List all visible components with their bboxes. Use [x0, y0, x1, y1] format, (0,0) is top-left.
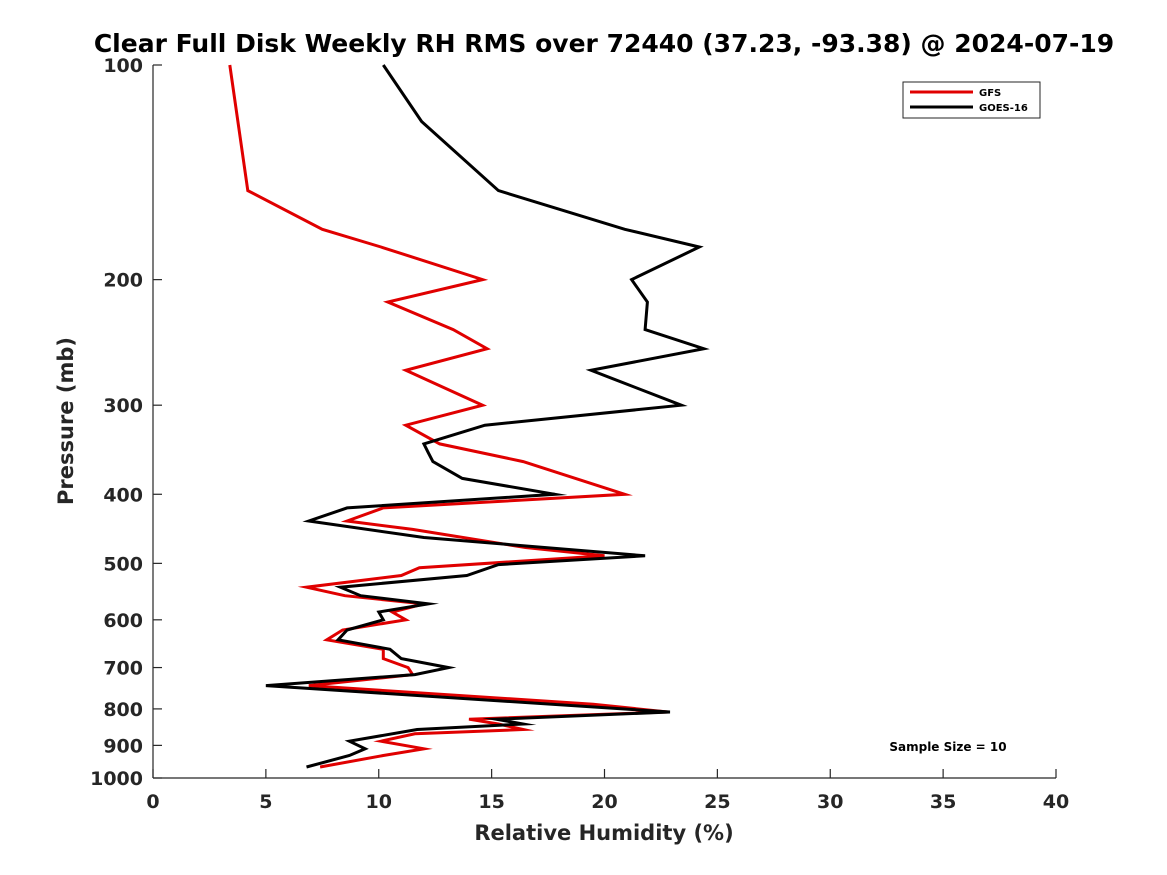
y-tick-label: 700	[103, 658, 143, 680]
legend-box	[902, 81, 1041, 119]
plot-area	[153, 65, 1056, 778]
legend-label: GFS	[979, 88, 1001, 99]
x-axis-label: Relative Humidity (%)	[474, 821, 733, 845]
x-tick-label: 0	[146, 791, 159, 813]
x-tick-label: 30	[817, 791, 843, 813]
y-tick-label: 400	[103, 484, 143, 506]
x-tick-label: 35	[930, 791, 956, 813]
y-tick-label: 500	[103, 553, 143, 575]
x-tick-label: 40	[1043, 791, 1069, 813]
y-axis-label: Pressure (mb)	[54, 337, 78, 505]
y-tick-label: 900	[103, 735, 143, 757]
series-line-goes-16	[265, 64, 710, 769]
y-tick-label: 100	[103, 55, 143, 77]
x-tick-label: 5	[259, 791, 272, 813]
series-layer	[228, 64, 710, 769]
chart-title: Clear Full Disk Weekly RH RMS over 72440…	[94, 29, 1114, 58]
y-tick-label: 800	[103, 699, 143, 721]
x-tick-label: 10	[366, 791, 392, 813]
y-tick-label: 300	[103, 395, 143, 417]
y-tick-label: 200	[103, 270, 143, 292]
x-tick-label: 15	[478, 791, 504, 813]
x-tick-label: 20	[591, 791, 617, 813]
sample-size-annotation: Sample Size = 10	[889, 740, 1006, 754]
y-tick-label: 1000	[90, 768, 143, 790]
ticks-layer: 0 5 10 15 20 25 30 35 40 100 200 300 400 500 600 700 800…	[90, 55, 1069, 813]
legend-label: GOES-16	[979, 103, 1028, 114]
x-tick-label: 25	[704, 791, 730, 813]
series-line-gfs	[228, 64, 668, 769]
legend: GFS GOES-16	[902, 81, 1041, 119]
y-tick-label: 600	[103, 610, 143, 632]
